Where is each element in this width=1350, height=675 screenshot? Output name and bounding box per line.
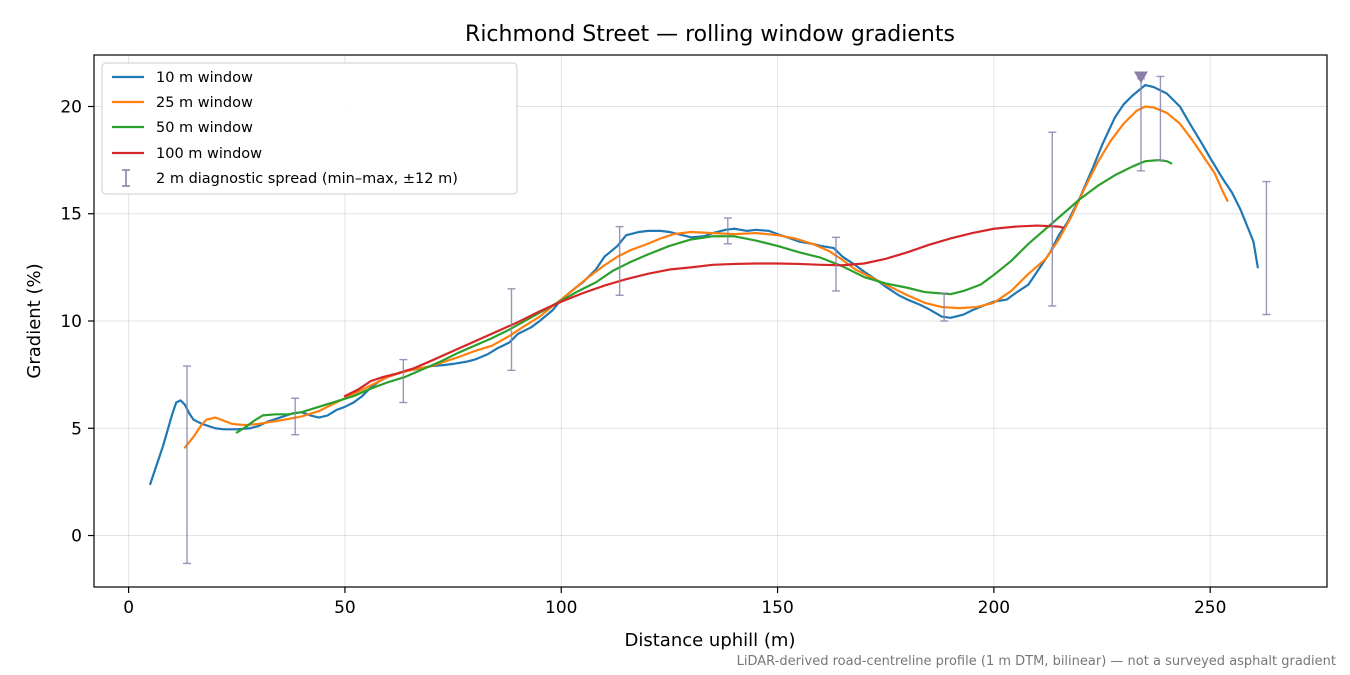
y-axis-label: Gradient (%) — [24, 263, 45, 378]
y-tick-label: 0 — [71, 527, 82, 547]
legend-label-50m: 50 m window — [156, 120, 253, 136]
y-tick-label: 20 — [60, 97, 82, 117]
error-bar — [399, 358, 408, 404]
chart-title: Richmond Street — rolling window gradien… — [465, 22, 955, 47]
y-tick-label: 10 — [60, 312, 82, 332]
y-tick-label: 5 — [71, 419, 82, 439]
error-bar — [940, 292, 949, 322]
legend-label-10m: 10 m window — [156, 70, 253, 86]
peak-marker — [1133, 71, 1148, 84]
error-bar — [291, 397, 300, 436]
error-bar — [723, 217, 732, 245]
error-bar — [615, 225, 624, 296]
x-tick-label: 150 — [761, 598, 793, 618]
series-group — [149, 83, 1259, 486]
x-tick-label: 250 — [1194, 598, 1226, 618]
y-tick-label: 15 — [60, 205, 82, 225]
error-bar — [1048, 131, 1057, 307]
series-line-50m — [235, 159, 1173, 434]
legend-label-25m: 25 m window — [156, 95, 253, 111]
error-bar-group — [183, 75, 1271, 565]
x-tick-label: 0 — [123, 598, 134, 618]
x-tick-label: 200 — [978, 598, 1010, 618]
series-line-25m — [183, 105, 1229, 449]
legend-label-error-bar: 2 m diagnostic spread (min–max, ±12 m) — [156, 171, 458, 187]
footnote: LiDAR-derived road-centreline profile (1… — [737, 654, 1336, 669]
x-tick-label: 50 — [334, 598, 356, 618]
series-line-100m — [343, 224, 1065, 398]
axis-ticks: 0 50 100 150 200 250 0 5 10 15 20 — [60, 97, 1226, 618]
legend-label-100m: 100 m window — [156, 146, 262, 162]
marker-group — [1133, 71, 1148, 84]
legend-frame — [101, 62, 518, 195]
error-bar — [1262, 180, 1271, 316]
error-bar — [1136, 77, 1145, 172]
legend-swatch-error-bar — [122, 169, 130, 187]
legend: 10 m window 25 m window 50 m window 100 … — [101, 62, 518, 195]
error-bar — [183, 365, 192, 565]
error-bar — [1156, 75, 1165, 161]
x-tick-label: 100 — [545, 598, 577, 618]
error-bar — [507, 288, 516, 372]
error-bar — [831, 236, 840, 292]
x-axis-label: Distance uphill (m) — [625, 630, 796, 651]
